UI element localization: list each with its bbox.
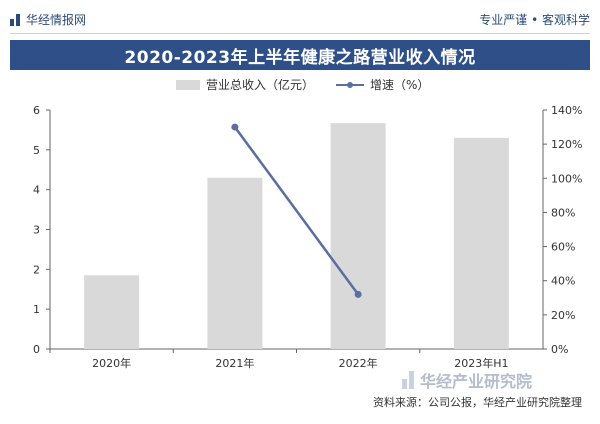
bar-revenue	[330, 123, 386, 350]
x-tick-label: 2020年	[92, 356, 131, 370]
legend-item-revenue: 营业总收入（亿元）	[176, 76, 314, 93]
y-left-tick-label: 5	[33, 144, 40, 157]
x-tick-label: 2021年	[215, 356, 254, 370]
legend-label-growth: 增速（%）	[370, 78, 430, 92]
title-bar: 2020-2023年上半年健康之路营业收入情况	[10, 40, 590, 70]
y-right-tick-label: 20%	[551, 309, 575, 322]
tagline: 专业严谨 • 客观科学	[479, 13, 590, 27]
bar-revenue	[84, 275, 140, 349]
y-left-tick-label: 6	[33, 104, 40, 117]
y-left-tick-label: 1	[33, 303, 40, 316]
y-right-tick-label: 40%	[551, 275, 575, 288]
brand-name: 华经情报网	[26, 13, 87, 27]
source-note: 资料来源：公司公报，华经产业研究院整理	[373, 396, 582, 409]
y-right-tick-label: 0%	[551, 343, 568, 356]
watermark-icon	[402, 371, 414, 389]
y-right-tick-label: 80%	[551, 206, 575, 219]
watermark-text: 华经产业研究院	[420, 372, 533, 391]
point-growth	[231, 123, 239, 131]
legend-label-revenue: 营业总收入（亿元）	[206, 78, 315, 92]
brand-logo-icon	[10, 13, 20, 26]
x-tick-label: 2023年H1	[454, 356, 508, 370]
legend-item-growth: 增速（%）	[336, 76, 429, 93]
top-bar: 华经情报网 专业严谨 • 客观科学	[0, 0, 600, 36]
y-right-tick-label: 140%	[551, 104, 582, 117]
y-left-tick-label: 3	[33, 224, 40, 237]
legend: 营业总收入（亿元） 增速（%）	[0, 76, 600, 96]
bar-revenue	[453, 137, 509, 349]
line-growth	[233, 126, 360, 296]
brand: 华经情报网	[10, 11, 86, 28]
y-left-tick-label: 2	[33, 263, 40, 276]
y-right-tick-label: 120%	[551, 138, 582, 151]
bar-revenue	[207, 177, 263, 349]
divider	[10, 33, 590, 34]
y-left-tick-label: 4	[33, 184, 40, 197]
legend-line-swatch	[336, 81, 364, 88]
x-tick-label: 2022年	[339, 356, 378, 370]
chart-title: 2020-2023年上半年健康之路营业收入情况	[124, 47, 476, 68]
y-right-tick-label: 60%	[551, 241, 575, 254]
y-left-tick-label: 0	[33, 343, 40, 356]
watermark-logo: 华经产业研究院	[402, 368, 532, 392]
y-right-tick-label: 100%	[551, 172, 582, 185]
point-growth	[354, 290, 362, 298]
legend-bar-swatch	[176, 79, 200, 90]
